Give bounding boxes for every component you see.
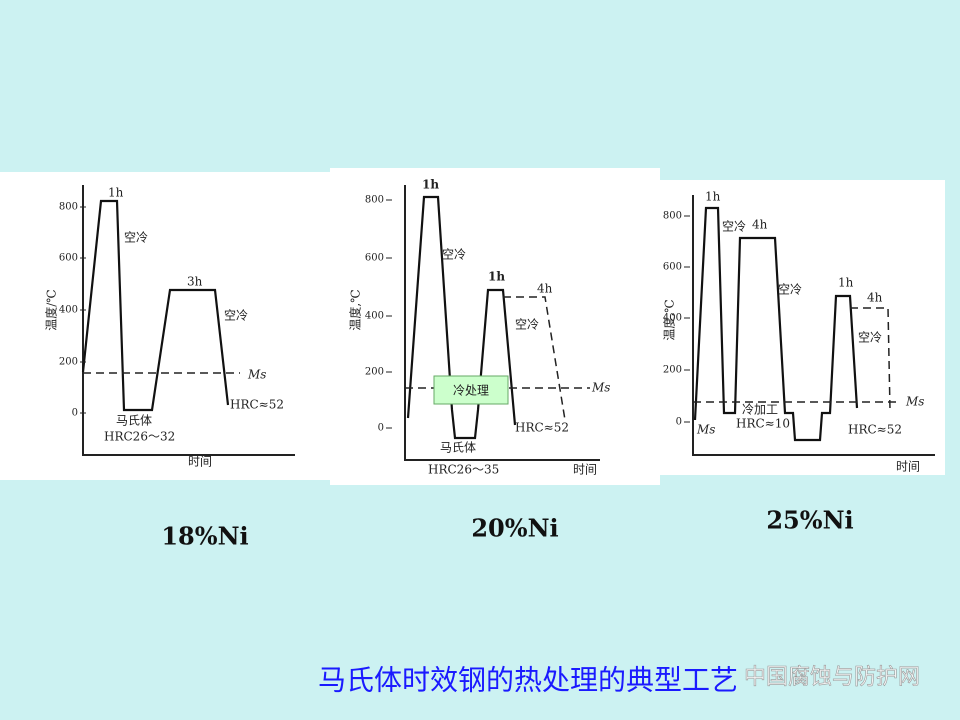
annotation: 4h (537, 282, 553, 296)
y-tick-label: 0 (72, 408, 78, 419)
annotation: HRC26～32 (104, 430, 175, 444)
annotation: 马氏体 (116, 414, 152, 428)
annotation: HRC≈52 (230, 398, 284, 412)
annotation: Ms (591, 381, 610, 395)
x-label: 时间 (188, 455, 212, 469)
y-ticks: 800 600 400 200 0 (365, 195, 392, 434)
annotation: 1h (705, 190, 721, 204)
y-label: 温度,℃ (662, 299, 677, 340)
y-tick-label: 400 (663, 313, 682, 324)
annotation: HRC≈52 (515, 421, 569, 435)
annotation: 3h (187, 275, 203, 289)
annotation: 1h (422, 178, 439, 192)
caption: 20%Ni (471, 514, 558, 543)
axes (82, 185, 295, 456)
annotation: 空冷 (858, 331, 882, 345)
curve (406, 195, 517, 440)
slide-title: 马氏体时效钢的热处理的典型工艺 (318, 664, 738, 697)
annotation: 冷处理 (453, 384, 489, 398)
annotation: 1h (838, 276, 854, 290)
annotation: 冷加工 (742, 403, 778, 417)
annotation: 1h (108, 186, 124, 200)
y-tick-label: 0 (378, 423, 384, 434)
y-label: 温度,℃ (348, 289, 363, 330)
y-ticks: 800 600 400 200 0 (663, 211, 690, 428)
annotation: Ms (905, 395, 924, 409)
annotation: 1h (488, 270, 505, 284)
annotation: Ms (696, 423, 715, 437)
y-tick-label: 800 (365, 195, 384, 206)
annotation: HRC≈10 (736, 417, 790, 431)
caption: 25%Ni (766, 506, 853, 535)
panel-bg (330, 168, 660, 485)
annotation: 空冷 (442, 248, 466, 262)
y-tick-label: 800 (59, 202, 78, 213)
y-tick-label: 600 (59, 253, 78, 264)
annotation: HRC26～35 (428, 463, 499, 477)
y-tick-label: 600 (663, 262, 682, 273)
annotation: 空冷 (722, 220, 746, 234)
panel-18ni: 800 600 400 200 0 温度/℃ 时间 1h 空冷 3h 空冷 Ms HRC… (0, 172, 330, 480)
annotation: Ms (247, 368, 266, 382)
y-tick-label: 200 (365, 367, 384, 378)
annotation: 空冷 (224, 309, 248, 323)
panel-bg (660, 180, 945, 475)
y-tick-label: 0 (676, 417, 682, 428)
annotation: 马氏体 (440, 441, 476, 455)
curve (81, 199, 230, 412)
caption: 18%Ni (161, 522, 248, 551)
y-ticks: 800 600 400 200 0 (59, 202, 86, 419)
y-tick-label: 200 (59, 357, 78, 368)
hold-line (503, 296, 566, 421)
y-tick-label: 600 (365, 253, 384, 264)
curve (693, 206, 859, 442)
annotation: 空冷 (515, 318, 539, 332)
annotation: HRC≈52 (848, 423, 902, 437)
y-tick-label: 200 (663, 365, 682, 376)
watermark: 中国腐蚀与防护网 (744, 665, 920, 690)
annotation: 4h (752, 218, 768, 232)
annotation: 4h (867, 291, 883, 305)
cold-box (433, 375, 509, 405)
y-tick-label: 800 (663, 211, 682, 222)
annotation: 空冷 (778, 283, 802, 297)
hold-line (850, 307, 891, 411)
y-tick-label: 400 (59, 305, 78, 316)
y-label: 温度/℃ (44, 289, 59, 330)
y-tick-label: 400 (365, 311, 384, 322)
annotation: 空冷 (124, 231, 148, 245)
x-label: 时间 (573, 463, 597, 477)
axes (692, 195, 935, 456)
axes (404, 185, 600, 461)
x-label: 时间 (896, 460, 920, 474)
